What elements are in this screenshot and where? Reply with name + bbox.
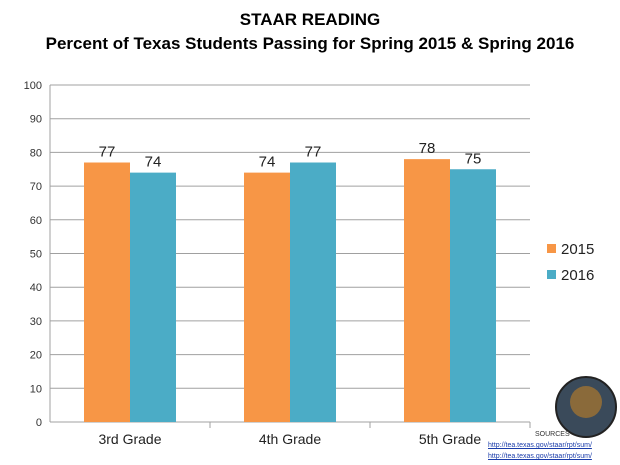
bar-2016 xyxy=(450,169,496,422)
x-tick-label: 5th Grade xyxy=(419,431,481,447)
y-tick-label: 20 xyxy=(30,350,42,362)
y-tick-label: 100 xyxy=(24,80,42,92)
sources-heading: SOURCES xyxy=(535,431,570,438)
bar-2016 xyxy=(130,172,176,422)
legend-swatch xyxy=(547,244,556,253)
y-tick-label: 0 xyxy=(36,417,42,429)
bar-2016 xyxy=(290,162,336,422)
data-label: 75 xyxy=(465,150,482,167)
y-tick-label: 30 xyxy=(30,316,42,328)
x-tick-label: 3rd Grade xyxy=(98,431,161,447)
data-label: 77 xyxy=(99,144,116,161)
y-tick-label: 50 xyxy=(30,249,42,261)
y-tick-label: 80 xyxy=(30,147,42,159)
logo-sloth-face xyxy=(570,386,602,418)
y-tick-label: 10 xyxy=(30,383,42,395)
x-tick-label: 4th Grade xyxy=(259,431,321,447)
legend-label: 2016 xyxy=(561,267,594,284)
data-label: 74 xyxy=(145,154,162,171)
bar-2015 xyxy=(84,162,130,422)
data-label: 74 xyxy=(259,154,276,171)
y-tick-label: 70 xyxy=(30,181,42,193)
source-link[interactable]: http://tea.texas.gov/staar/rpt/sum/ xyxy=(488,453,592,460)
bar-2015 xyxy=(244,172,290,422)
source-link[interactable]: http://tea.texas.gov/staar/rpt/sum/ xyxy=(488,442,592,449)
legend-label: 2015 xyxy=(561,241,594,258)
y-tick-label: 90 xyxy=(30,114,42,126)
chart-subtitle: Percent of Texas Students Passing for Sp… xyxy=(45,34,575,53)
y-tick-label: 60 xyxy=(30,215,42,227)
data-label: 77 xyxy=(305,144,322,161)
legend-swatch xyxy=(547,270,556,279)
data-label: 78 xyxy=(419,140,436,157)
bar-2015 xyxy=(404,159,450,422)
y-tick-label: 40 xyxy=(30,282,42,294)
chart-title: STAAR READING xyxy=(239,10,381,29)
